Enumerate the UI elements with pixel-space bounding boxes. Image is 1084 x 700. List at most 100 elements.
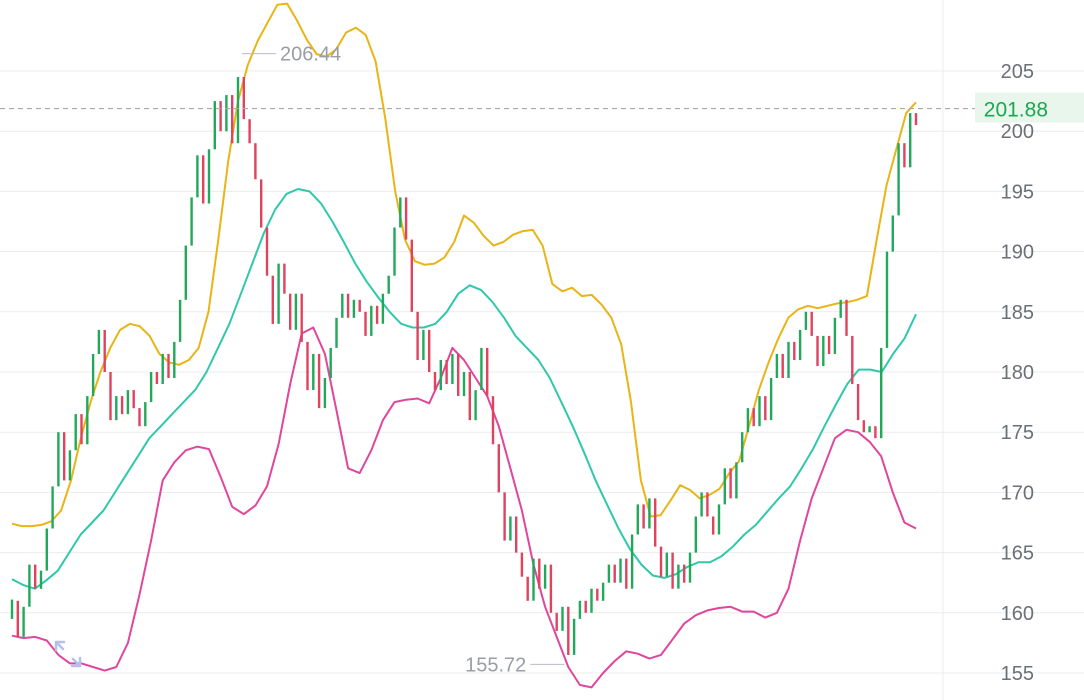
candle bbox=[654, 498, 657, 547]
candle bbox=[10, 599, 14, 619]
candle bbox=[503, 492, 506, 541]
candle bbox=[845, 299, 848, 336]
candle bbox=[399, 197, 402, 228]
candle bbox=[729, 468, 732, 499]
candle bbox=[665, 552, 668, 577]
candle bbox=[601, 582, 605, 601]
candle bbox=[561, 606, 564, 631]
candle bbox=[103, 329, 106, 372]
candle bbox=[659, 546, 663, 577]
candle bbox=[317, 353, 321, 409]
candle bbox=[480, 347, 483, 390]
candle bbox=[358, 299, 361, 312]
candle bbox=[486, 347, 489, 397]
candle bbox=[387, 275, 390, 294]
candle bbox=[231, 95, 234, 144]
candle bbox=[851, 335, 854, 385]
y-tick-label: 160 bbox=[1001, 603, 1034, 625]
candle bbox=[451, 353, 454, 384]
y-tick-label: 155 bbox=[1001, 663, 1034, 685]
candle bbox=[914, 113, 918, 126]
candle bbox=[474, 390, 477, 421]
candle bbox=[683, 564, 686, 583]
last-price-marker: 201.88 bbox=[0, 92, 1084, 123]
candle bbox=[891, 215, 894, 252]
candle bbox=[712, 516, 715, 535]
candle bbox=[190, 197, 193, 246]
candle bbox=[862, 420, 865, 433]
candle bbox=[758, 396, 761, 427]
candle bbox=[433, 372, 437, 391]
candle bbox=[532, 558, 535, 601]
candle bbox=[370, 305, 373, 336]
candle bbox=[16, 600, 19, 637]
candle bbox=[300, 293, 303, 342]
candle bbox=[265, 227, 269, 276]
candle bbox=[248, 119, 251, 144]
candle bbox=[764, 396, 767, 421]
candle bbox=[810, 311, 813, 336]
candle bbox=[688, 552, 692, 583]
candle bbox=[578, 600, 582, 619]
candle bbox=[178, 299, 182, 342]
candle bbox=[34, 564, 37, 589]
candle bbox=[833, 317, 837, 354]
candle bbox=[219, 101, 222, 132]
candle bbox=[381, 293, 385, 324]
candle bbox=[428, 329, 431, 372]
candle bbox=[619, 558, 622, 583]
candle bbox=[613, 564, 616, 583]
candle bbox=[856, 384, 860, 421]
candle bbox=[625, 558, 628, 589]
candle bbox=[161, 353, 164, 384]
candle bbox=[364, 311, 367, 336]
candle bbox=[74, 414, 77, 451]
candle bbox=[335, 317, 338, 348]
candle bbox=[68, 450, 72, 481]
candle bbox=[132, 390, 135, 409]
candle bbox=[636, 504, 639, 535]
candle bbox=[816, 335, 819, 366]
candle bbox=[91, 353, 95, 396]
candle bbox=[352, 299, 356, 318]
candle bbox=[289, 293, 292, 330]
candle bbox=[39, 570, 43, 589]
candle bbox=[167, 353, 170, 378]
y-tick-label: 195 bbox=[1001, 181, 1034, 203]
candle bbox=[306, 341, 309, 391]
candle bbox=[543, 564, 547, 589]
candle bbox=[717, 504, 721, 535]
last-price-label: 201.88 bbox=[984, 99, 1048, 122]
candle bbox=[839, 299, 842, 318]
candle bbox=[173, 341, 176, 378]
candle bbox=[787, 341, 790, 378]
candle bbox=[590, 588, 593, 613]
y-tick-label: 165 bbox=[1001, 543, 1034, 565]
candle bbox=[375, 305, 379, 324]
y-tick-label: 190 bbox=[1001, 242, 1034, 264]
candle bbox=[735, 462, 738, 499]
candle bbox=[793, 341, 796, 360]
candle bbox=[260, 179, 263, 228]
candle bbox=[706, 492, 709, 517]
candle bbox=[120, 396, 124, 415]
candle bbox=[283, 263, 286, 294]
expand-arrows-icon[interactable] bbox=[54, 640, 82, 668]
candle bbox=[323, 378, 327, 409]
candle bbox=[648, 498, 651, 529]
y-tick-label: 185 bbox=[1001, 302, 1034, 324]
candle bbox=[775, 353, 779, 378]
candle bbox=[97, 329, 101, 354]
candle bbox=[741, 432, 744, 463]
candle bbox=[138, 408, 141, 427]
candle bbox=[115, 396, 118, 421]
candle bbox=[909, 113, 912, 168]
candle bbox=[225, 95, 228, 132]
candle bbox=[572, 618, 576, 655]
candle bbox=[294, 293, 298, 330]
candle bbox=[468, 372, 471, 421]
candle bbox=[57, 432, 60, 487]
candle bbox=[271, 275, 274, 324]
